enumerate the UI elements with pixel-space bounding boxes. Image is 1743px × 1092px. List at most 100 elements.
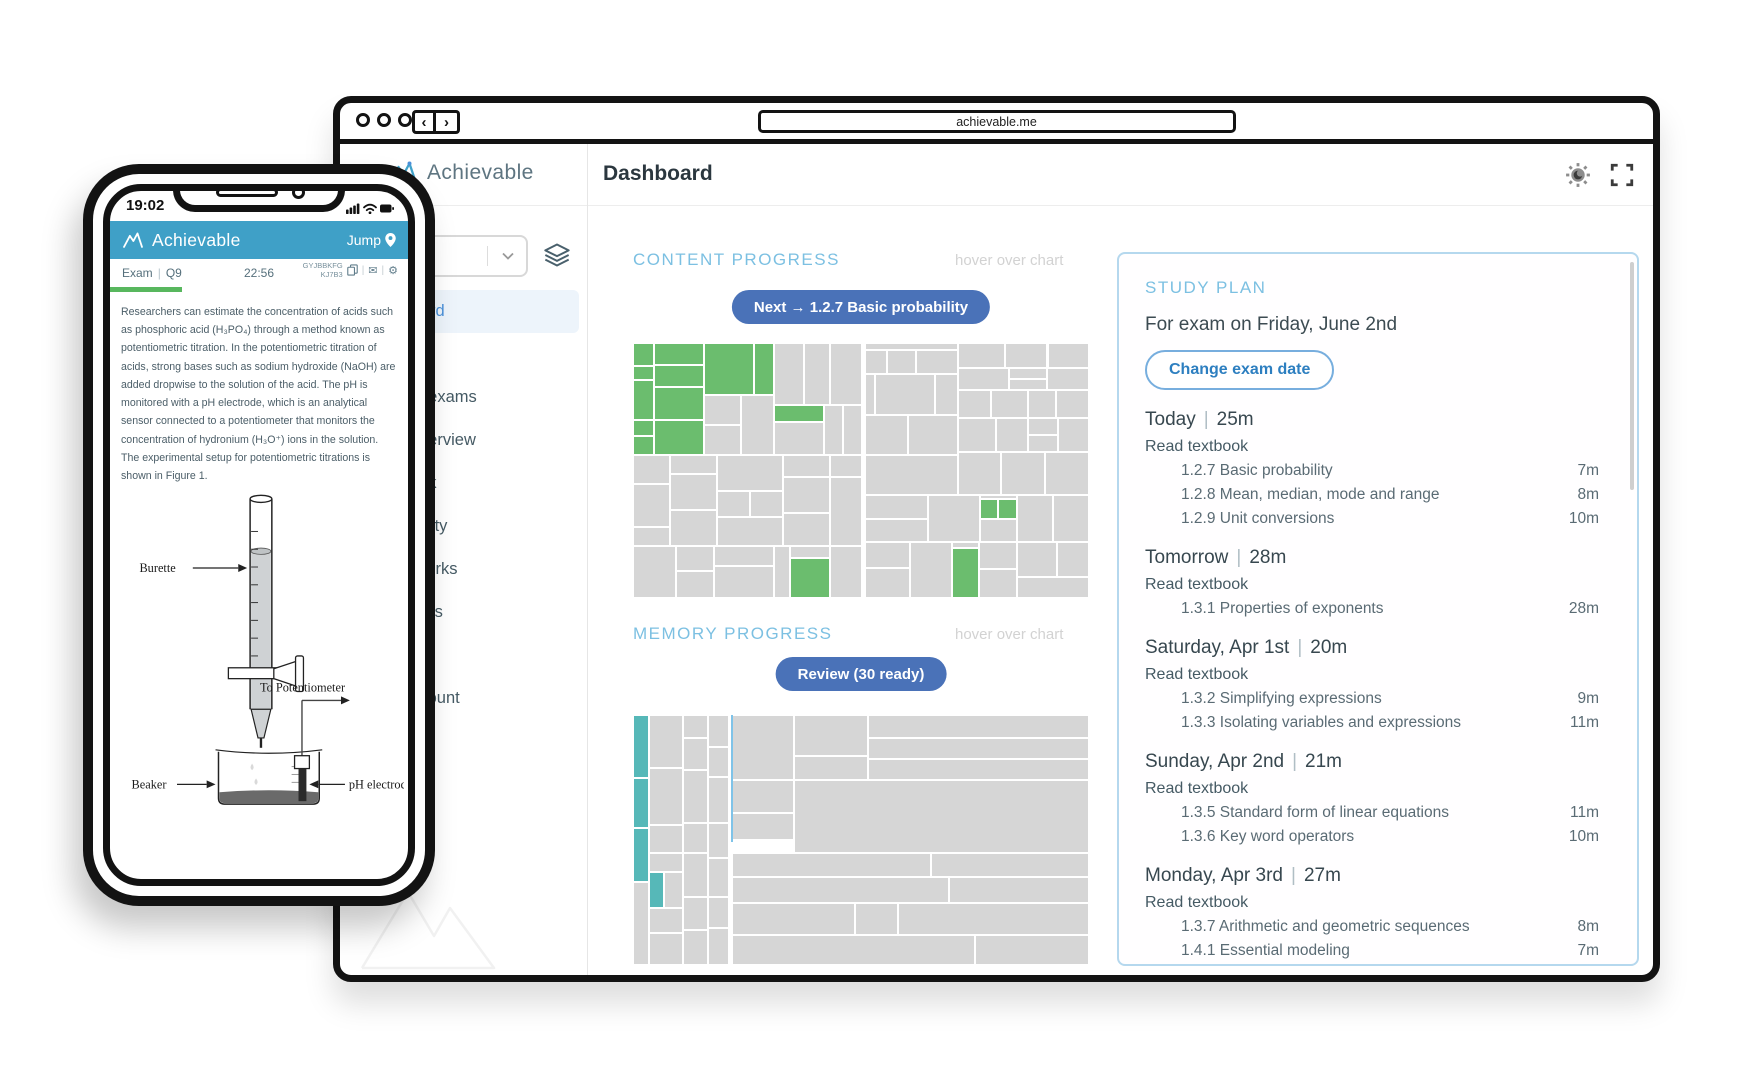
- treemap-tile[interactable]: [886, 349, 916, 375]
- treemap-tile[interactable]: [732, 780, 794, 814]
- jump-button[interactable]: Jump: [347, 232, 396, 248]
- treemap-tile[interactable]: [1046, 368, 1089, 391]
- treemap-tile[interactable]: [754, 343, 775, 396]
- treemap-tile[interactable]: [935, 374, 959, 416]
- treemap-tile[interactable]: [1017, 494, 1053, 543]
- plan-task-row[interactable]: 1.2.7 Basic probability 7m: [1145, 462, 1599, 480]
- treemap-tile[interactable]: [653, 420, 704, 455]
- next-lesson-button[interactable]: Next → 1.2.7 Basic probability: [731, 290, 991, 324]
- treemap-tile[interactable]: [708, 746, 730, 777]
- treemap-tile[interactable]: [669, 474, 718, 511]
- layers-icon[interactable]: [543, 241, 571, 269]
- change-exam-date-button[interactable]: Change exam date: [1145, 350, 1335, 390]
- treemap-tile[interactable]: [708, 823, 730, 859]
- treemap-tile[interactable]: [952, 542, 980, 549]
- treemap-tile[interactable]: [991, 390, 1029, 418]
- treemap-tile[interactable]: [648, 853, 683, 872]
- plan-task-row[interactable]: 1.4.1 Essential modeling 7m: [1145, 942, 1599, 960]
- treemap-tile[interactable]: [789, 546, 830, 558]
- treemap-tile[interactable]: [1056, 390, 1089, 418]
- settings-icon[interactable]: ⚙: [388, 264, 398, 277]
- plan-task-row[interactable]: 1.3.5 Standard form of linear equations 1…: [1145, 804, 1599, 822]
- treemap-tile[interactable]: [865, 542, 911, 569]
- treemap-tile[interactable]: [793, 715, 868, 756]
- treemap-tile[interactable]: [682, 930, 709, 965]
- plan-task-row[interactable]: 1.3.3 Isolating variables and expression…: [1145, 714, 1599, 732]
- treemap-tile[interactable]: [669, 454, 718, 475]
- treemap-tile[interactable]: [996, 417, 1029, 452]
- treemap-tile[interactable]: [949, 876, 1089, 904]
- treemap-tile[interactable]: [1028, 390, 1057, 418]
- treemap-tile[interactable]: [1009, 379, 1047, 391]
- treemap-tile[interactable]: [830, 343, 863, 406]
- treemap-tile[interactable]: [1056, 542, 1089, 578]
- treemap-tile[interactable]: [717, 517, 784, 547]
- treemap-tile[interactable]: [979, 568, 1018, 598]
- treemap-tile[interactable]: [793, 780, 1089, 854]
- treemap-tile[interactable]: [1028, 434, 1058, 452]
- treemap-tile[interactable]: [648, 825, 683, 854]
- plan-task-row[interactable]: 1.3.6 Key word operators 10m: [1145, 828, 1599, 846]
- treemap-tile[interactable]: [980, 518, 1018, 543]
- treemap-tile[interactable]: [663, 871, 683, 909]
- treemap-tile[interactable]: [1047, 343, 1089, 369]
- treemap-tile[interactable]: [867, 759, 1089, 780]
- plan-task-row[interactable]: 1.3.7 Arithmetic and geometric sequences…: [1145, 918, 1599, 936]
- treemap-tile[interactable]: [714, 546, 775, 567]
- treemap-tile[interactable]: [793, 755, 868, 780]
- treemap-tile[interactable]: [682, 715, 709, 739]
- copy-icon[interactable]: [346, 264, 358, 277]
- treemap-tile[interactable]: [907, 415, 959, 455]
- treemap-tile[interactable]: [865, 494, 929, 520]
- treemap-tile[interactable]: [676, 571, 715, 598]
- treemap-tile[interactable]: [633, 380, 654, 421]
- review-button[interactable]: Review (30 ready): [775, 657, 947, 691]
- treemap-tile[interactable]: [732, 715, 794, 780]
- treemap-tile[interactable]: [783, 477, 831, 513]
- treemap-tile[interactable]: [633, 881, 649, 965]
- treemap-tile[interactable]: [1057, 417, 1089, 452]
- treemap-tile[interactable]: [855, 903, 898, 935]
- treemap-tile[interactable]: [1009, 368, 1047, 380]
- treemap-tile[interactable]: [1017, 542, 1057, 578]
- treemap-tile[interactable]: [865, 374, 875, 416]
- dark-mode-icon[interactable]: [1565, 162, 1591, 188]
- treemap-tile[interactable]: [930, 853, 1089, 877]
- treemap-tile[interactable]: [732, 903, 856, 935]
- treemap-tile[interactable]: [928, 494, 980, 543]
- treemap-tile[interactable]: [843, 405, 863, 455]
- treemap-tile[interactable]: [830, 454, 863, 478]
- treemap-tile[interactable]: [1028, 417, 1058, 435]
- treemap-tile[interactable]: [774, 343, 805, 406]
- treemap-tile[interactable]: [774, 546, 790, 598]
- treemap-tile[interactable]: [708, 715, 730, 747]
- treemap-tile[interactable]: [958, 417, 997, 452]
- treemap-tile[interactable]: [952, 548, 980, 598]
- treemap-tile[interactable]: [750, 490, 784, 518]
- treemap-tile[interactable]: [980, 498, 999, 519]
- treemap-tile[interactable]: [682, 853, 709, 897]
- treemap-tile[interactable]: [633, 365, 654, 381]
- treemap-tile[interactable]: [653, 386, 704, 421]
- treemap-tile[interactable]: [633, 527, 670, 547]
- treemap-tile[interactable]: [708, 776, 730, 824]
- treemap-tile[interactable]: [740, 395, 775, 455]
- treemap-tile[interactable]: [648, 933, 683, 965]
- treemap-tile[interactable]: [774, 421, 824, 455]
- treemap-tile[interactable]: [804, 343, 831, 406]
- content-progress-treemap[interactable]: [633, 343, 1089, 598]
- treemap-tile[interactable]: [633, 828, 649, 882]
- treemap-tile[interactable]: [897, 903, 1089, 935]
- treemap-tile[interactable]: [829, 546, 863, 598]
- treemap-tile[interactable]: [830, 477, 863, 547]
- treemap-tile[interactable]: [682, 738, 709, 770]
- treemap-tile[interactable]: [867, 738, 1089, 760]
- treemap-tile[interactable]: [633, 420, 654, 436]
- treemap-tile[interactable]: [703, 424, 741, 455]
- treemap-tile[interactable]: [633, 343, 654, 366]
- treemap-tile[interactable]: [732, 935, 975, 965]
- treemap-tile[interactable]: [633, 778, 649, 829]
- treemap-tile[interactable]: [633, 454, 670, 484]
- treemap-tile[interactable]: [669, 510, 718, 547]
- treemap-tile[interactable]: [732, 876, 949, 904]
